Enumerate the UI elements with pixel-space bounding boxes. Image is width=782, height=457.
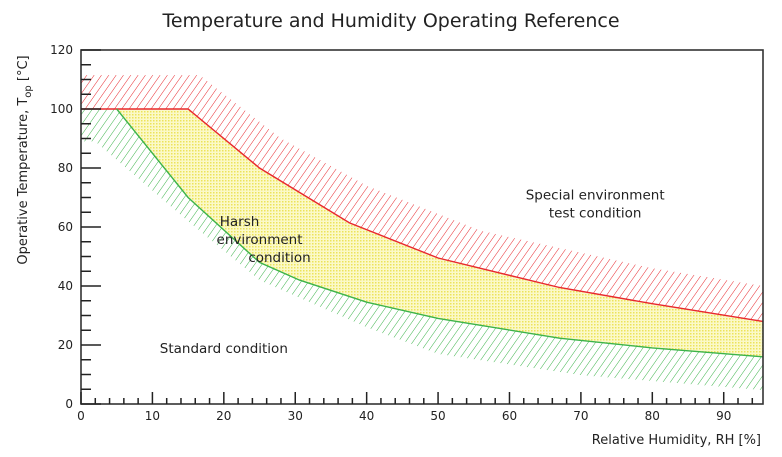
x-tick-label: 90	[716, 409, 731, 423]
x-tick-label: 0	[77, 409, 85, 423]
harsh-upper-limit-line	[81, 108, 763, 323]
x-tick-label: 10	[145, 409, 160, 423]
x-axis-label: Relative Humidity, RH [%]	[592, 433, 761, 448]
x-tick-label: 80	[645, 409, 660, 423]
x-tick-label: 30	[288, 409, 303, 423]
y-tick-label: 100	[50, 102, 73, 116]
special-environment-hatch	[81, 75, 763, 322]
y-axis-label-unit: [°C]	[16, 55, 31, 85]
annotation-line: Special environment	[526, 187, 665, 203]
harsh-environment-area	[81, 109, 763, 357]
y-axis-label-main: Operative Temperature, T	[16, 98, 31, 265]
annotation-line: Harsh	[220, 214, 260, 230]
x-axis-ticks: 0 10 20 30 40 50 60 70 80 90	[77, 392, 754, 423]
x-tick-label: 50	[430, 409, 445, 423]
y-axis-label-sub: op	[23, 85, 34, 97]
region-annotation: Special environment test condition	[526, 187, 665, 221]
x-tick-label: 20	[216, 409, 231, 423]
y-tick-label: 0	[65, 397, 73, 411]
y-axis-ticks: 0 20 40 60 80 100 120	[50, 43, 101, 411]
annotation-line: condition	[248, 250, 310, 266]
region-annotation: Harsh environment condition	[217, 214, 311, 266]
annotation-line: test condition	[549, 205, 642, 221]
chart-title: Temperature and Humidity Operating Refer…	[161, 10, 619, 32]
x-tick-label: 60	[502, 409, 517, 423]
y-tick-label: 20	[58, 338, 73, 352]
y-tick-label: 80	[58, 161, 73, 175]
y-axis-label: Operative Temperature, Top [°C]	[16, 55, 34, 264]
x-tick-label: 40	[359, 409, 374, 423]
annotation-line: environment	[217, 232, 303, 248]
x-tick-label: 70	[573, 409, 588, 423]
region-annotation: Standard condition	[160, 341, 288, 357]
standard-condition-hatch	[81, 109, 763, 391]
y-tick-label: 120	[50, 43, 73, 57]
annotation-line: Standard condition	[160, 341, 288, 357]
y-tick-label: 40	[58, 279, 73, 293]
annotations: Special environment test condition Harsh en…	[160, 187, 665, 357]
plot-regions	[81, 75, 763, 391]
standard-upper-limit-line	[116, 108, 763, 358]
y-tick-label: 60	[58, 220, 73, 234]
